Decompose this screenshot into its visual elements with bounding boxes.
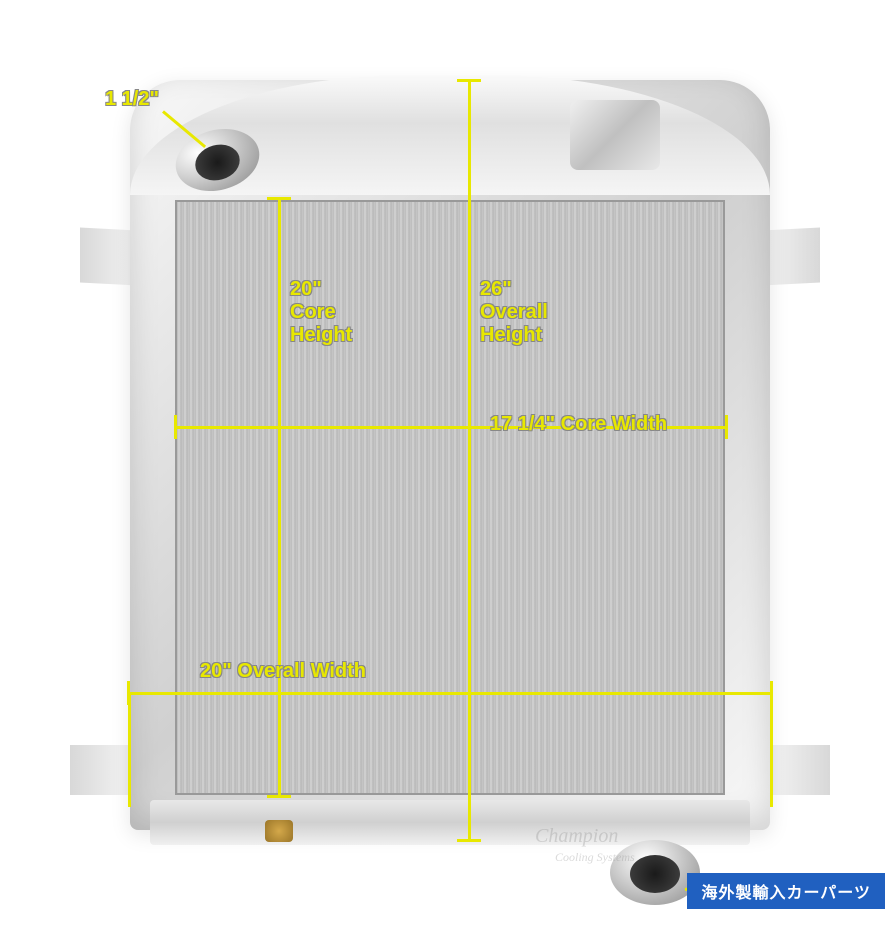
dim-line-overall-width-drop-r bbox=[770, 692, 773, 807]
product-diagram: 1 1/2" 1 3/4" 20" Core Height 26" Overal… bbox=[0, 0, 895, 929]
dim-cap bbox=[725, 415, 728, 439]
radiator-core bbox=[175, 200, 725, 795]
label-core-height: 20" Core Height bbox=[290, 278, 352, 347]
dim-line-overall-height bbox=[468, 80, 471, 840]
dim-cap bbox=[267, 795, 291, 798]
dim-cap bbox=[174, 415, 177, 439]
filler-neck bbox=[570, 100, 660, 170]
label-overall-height: 26" Overall Height bbox=[480, 278, 548, 347]
outlet-hole bbox=[630, 855, 680, 893]
import-badge: 海外製輸入カーパーツ bbox=[687, 873, 885, 909]
label-core-height-l2: Height bbox=[290, 324, 352, 346]
label-overall-width: 20" Overall Width bbox=[200, 660, 366, 683]
dim-cap bbox=[267, 197, 291, 200]
drain-plug bbox=[265, 820, 293, 842]
label-overall-height-l2: Height bbox=[480, 324, 542, 346]
label-overall-height-value: 26" bbox=[480, 278, 512, 300]
label-overall-height-l1: Overall bbox=[480, 301, 548, 323]
dim-line-core-height bbox=[278, 198, 281, 796]
dim-line-overall-width bbox=[128, 692, 772, 695]
radiator-bottom-tank bbox=[150, 800, 750, 845]
watermark-tagline: Cooling Systems bbox=[555, 850, 635, 865]
label-core-height-l1: Core bbox=[290, 301, 336, 323]
label-core-height-value: 20" bbox=[290, 278, 322, 300]
dim-cap bbox=[457, 79, 481, 82]
dim-line-overall-width-drop-l bbox=[128, 692, 131, 807]
dim-cap bbox=[457, 839, 481, 842]
label-core-width: 17 1/4" Core Width bbox=[490, 413, 667, 436]
label-inlet-size: 1 1/2" bbox=[105, 88, 159, 111]
watermark-brand: Champion bbox=[535, 825, 618, 848]
